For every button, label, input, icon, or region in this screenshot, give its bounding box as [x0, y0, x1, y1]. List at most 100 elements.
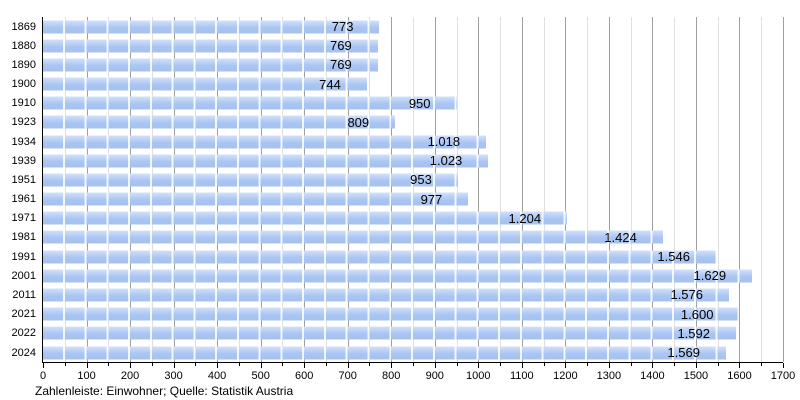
- x-tick-1700: [783, 363, 784, 368]
- bar-row: 1.600: [43, 305, 783, 324]
- bars-layer: 773 769 769 744 950 809 1.018 1.023: [43, 17, 783, 362]
- x-tick-550: [282, 363, 284, 366]
- bar-value-label: 950: [408, 95, 431, 111]
- x-tick-label-1200: 1200: [553, 370, 578, 382]
- bar-value-label: 1.204: [508, 210, 542, 226]
- population-bar: 953: [43, 172, 458, 188]
- year-label-2024: 2024: [11, 346, 36, 359]
- x-tick-1600: [739, 363, 741, 368]
- year-label-1939: 1939: [11, 154, 36, 167]
- bar-value-label: 1.023: [429, 153, 463, 169]
- population-bar: 769: [43, 38, 378, 53]
- x-axis: 0 100 200 300 400 500 600 700 800 900 1000 1100 1200…: [40, 362, 795, 398]
- x-tick-label-1500: 1500: [683, 370, 709, 382]
- gridline-1450: [674, 17, 676, 362]
- x-tick-650: [325, 363, 327, 366]
- x-tick-label-300: 300: [164, 370, 183, 382]
- bar-value-label: 1.592: [677, 325, 710, 341]
- year-label-1981: 1981: [11, 231, 36, 244]
- gridline-1700: [783, 17, 784, 362]
- x-tick-1100: [521, 363, 523, 368]
- bar-row: 1.023: [43, 151, 783, 170]
- x-tick-label-1300: 1300: [596, 370, 622, 382]
- gridline-200: [130, 17, 132, 362]
- bar-value-label: 809: [347, 114, 370, 130]
- x-tick-250: [151, 363, 153, 366]
- x-tick-300: [173, 363, 175, 368]
- x-tick-1150: [543, 363, 545, 366]
- x-tick-label-700: 700: [338, 370, 357, 382]
- gridline-1150: [543, 17, 545, 362]
- bar-value-label: 1.018: [427, 134, 461, 150]
- year-label-1890: 1890: [11, 58, 36, 71]
- bar-value-label: 1.546: [657, 249, 690, 265]
- year-label-1951: 1951: [11, 173, 36, 186]
- gridline-600: [304, 17, 306, 362]
- bar-value-label: 977: [420, 191, 443, 207]
- gridline-450: [238, 17, 240, 362]
- x-tick-800: [391, 363, 393, 368]
- x-tick-label-500: 500: [251, 370, 270, 382]
- population-bar: 1.592: [43, 325, 736, 341]
- gridline-1350: [630, 17, 632, 362]
- x-tick-100: [86, 363, 88, 368]
- x-tick-label-600: 600: [294, 370, 314, 382]
- population-bar: 1.424: [43, 229, 663, 245]
- gridline-1500: [695, 17, 697, 362]
- population-bar: 1.569: [43, 345, 726, 360]
- gridlines-layer: [43, 17, 784, 362]
- x-tick-label-900: 900: [425, 370, 444, 382]
- gridline-150: [108, 17, 110, 362]
- x-tick-1550: [717, 363, 719, 366]
- x-tick-350: [195, 363, 197, 366]
- bar-row: 950: [43, 94, 783, 113]
- x-tick-150: [108, 363, 110, 366]
- year-label-1910: 1910: [11, 97, 36, 110]
- bar-row: 977: [43, 190, 783, 209]
- bar-row: 1.018: [43, 132, 783, 151]
- year-label-1869: 1869: [11, 20, 36, 33]
- gridline-850: [413, 17, 414, 362]
- gridline-1250: [587, 17, 589, 362]
- bar-row: 1.204: [43, 209, 783, 228]
- bar-value-label: 1.576: [670, 287, 704, 303]
- x-tick-label-400: 400: [207, 370, 227, 382]
- bar-value-label: 1.424: [604, 229, 637, 245]
- bar-row: 809: [43, 113, 783, 132]
- gridline-650: [325, 17, 327, 362]
- x-tick-1050: [500, 363, 502, 366]
- x-tick-label-1400: 1400: [640, 370, 665, 382]
- population-bar: 773: [43, 19, 380, 34]
- bar-row: 953: [43, 170, 783, 189]
- gridline-1400: [652, 17, 654, 362]
- bar-value-label: 1.629: [693, 268, 727, 284]
- bar-value-label: 1.600: [680, 306, 714, 322]
- gridline-1300: [608, 17, 610, 362]
- x-tick-label-1000: 1000: [466, 370, 491, 382]
- x-tick-label-200: 200: [120, 370, 140, 382]
- population-bar: 769: [43, 57, 378, 72]
- bar-row: 1.576: [43, 285, 783, 304]
- population-bar: 977: [43, 191, 469, 207]
- bar-row: 769: [43, 36, 783, 55]
- x-tick-1450: [674, 363, 676, 366]
- x-tick-1500: [695, 363, 697, 368]
- bar-row: 1.569: [43, 343, 783, 362]
- x-tick-950: [456, 363, 458, 366]
- population-bar: 744: [43, 77, 367, 92]
- x-tick-1200: [565, 363, 567, 368]
- y-axis-year-labels: 1869 1880 1890 1900 1910 1923 1934 1939 1951 1961…: [0, 17, 36, 362]
- year-label-2022: 2022: [11, 327, 36, 340]
- year-label-2001: 2001: [11, 269, 36, 282]
- gridline-350: [195, 17, 197, 362]
- population-bar: 950: [43, 95, 457, 111]
- x-tick-850: [413, 363, 414, 366]
- x-tick-500: [260, 363, 262, 368]
- x-tick-1300: [608, 363, 610, 368]
- bar-value-label: 953: [410, 172, 432, 188]
- chart-caption: Zahlenleiste: Einwohner; Quelle: Statist…: [35, 384, 294, 398]
- gridline-1200: [565, 17, 567, 362]
- gridline-1600: [739, 17, 741, 362]
- gridline-700: [347, 17, 349, 362]
- x-tick-400: [217, 363, 219, 368]
